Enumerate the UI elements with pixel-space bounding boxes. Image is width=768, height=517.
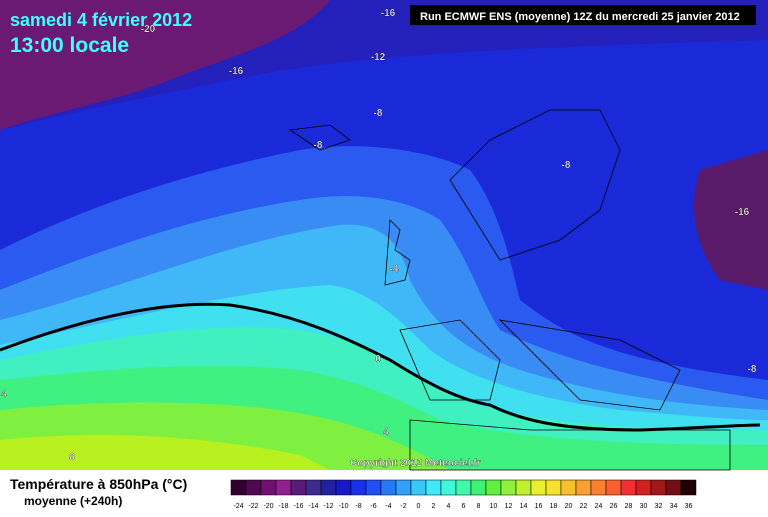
- scale-label: 20: [565, 503, 573, 510]
- run-info: Run ECMWF ENS (moyenne) 12Z du mercredi …: [420, 11, 740, 23]
- scale-label: -6: [370, 503, 376, 510]
- scale-swatch: [245, 479, 262, 496]
- contour-label: -8: [374, 108, 383, 119]
- contour-label: -12: [371, 52, 386, 63]
- contour-label: -8: [314, 140, 323, 151]
- scale-swatch: [440, 479, 457, 496]
- scale-swatch: [455, 479, 472, 496]
- scale-swatch: [470, 479, 487, 496]
- contour-label: 8: [69, 452, 75, 463]
- scale-label: -16: [293, 503, 303, 510]
- scale-swatch: [350, 479, 367, 496]
- scale-label: -18: [278, 503, 288, 510]
- scale-swatch: [425, 479, 442, 496]
- scale-label: 26: [610, 503, 618, 510]
- map-time: 13:00 locale: [10, 34, 129, 57]
- scale-label: 6: [462, 503, 466, 510]
- contour-label: 4: [1, 389, 7, 400]
- scale-label: 30: [640, 503, 648, 510]
- scale-label: -12: [323, 503, 333, 510]
- contour-label: 4: [383, 427, 389, 438]
- scale-label: 4: [447, 503, 451, 510]
- scale-swatch: [590, 479, 607, 496]
- scale-swatch: [365, 479, 382, 496]
- contour-label: -4: [390, 264, 399, 275]
- contour-label: -16: [381, 8, 396, 19]
- scale-label: 18: [550, 503, 558, 510]
- run-box: [410, 5, 756, 25]
- legend-subtitle: moyenne (+240h): [24, 494, 122, 508]
- scale-label: 14: [520, 503, 528, 510]
- scale-swatch: [230, 479, 247, 496]
- scale-swatch: [275, 479, 292, 496]
- legend-title: Température à 850hPa (°C): [10, 476, 187, 492]
- scale-swatch: [335, 479, 352, 496]
- map-background: [0, 0, 768, 471]
- scale-swatch: [575, 479, 592, 496]
- copyright: Copyright 2012 Meteociel.fr: [350, 458, 481, 469]
- scale-swatch: [500, 479, 517, 496]
- scale-label: 16: [535, 503, 543, 510]
- scale-label: 10: [490, 503, 498, 510]
- scale-label: 2: [432, 503, 436, 510]
- scale-label: -10: [338, 503, 348, 510]
- scale-swatch: [290, 479, 307, 496]
- scale-swatch: [380, 479, 397, 496]
- scale-swatch: [515, 479, 532, 496]
- scale-swatch: [650, 479, 667, 496]
- scale-swatch: [305, 479, 322, 496]
- scale-label: -14: [308, 503, 318, 510]
- scale-label: 12: [505, 503, 513, 510]
- scale-label: -4: [385, 503, 391, 510]
- scale-label: 24: [595, 503, 603, 510]
- contour-label: -20: [141, 24, 156, 35]
- scale-swatch: [620, 479, 637, 496]
- scale-swatch: [635, 479, 652, 496]
- contour-label: -8: [562, 160, 571, 171]
- contour-label: 0: [375, 354, 381, 365]
- scale-swatch: [260, 479, 277, 496]
- scale-swatch: [410, 479, 427, 496]
- scale-label: 36: [685, 503, 693, 510]
- scale-label: -20: [263, 503, 273, 510]
- scale-label: -24: [233, 503, 243, 510]
- scale-swatch: [485, 479, 502, 496]
- map-title: samedi 4 février 2012: [10, 10, 192, 30]
- scale-label: 8: [477, 503, 481, 510]
- scale-swatch: [395, 479, 412, 496]
- scale-label: 34: [670, 503, 678, 510]
- scale-swatch: [545, 479, 562, 496]
- scale-label: -8: [355, 503, 361, 510]
- scale-label: 0: [417, 503, 421, 510]
- scale-label: 28: [625, 503, 633, 510]
- scale-swatch: [605, 479, 622, 496]
- scale-swatch: [320, 479, 337, 496]
- scale-label: 32: [655, 503, 663, 510]
- scale-swatch: [560, 479, 577, 496]
- contour-label: -16: [735, 207, 750, 218]
- contour-label: -8: [748, 364, 757, 375]
- scale-swatch: [530, 479, 547, 496]
- scale-label: 22: [580, 503, 588, 510]
- contour-label: -16: [229, 66, 244, 77]
- scale-swatch: [680, 479, 697, 496]
- scale-label: -22: [248, 503, 258, 510]
- scale-swatch: [665, 479, 682, 496]
- scale-label: -2: [400, 503, 406, 510]
